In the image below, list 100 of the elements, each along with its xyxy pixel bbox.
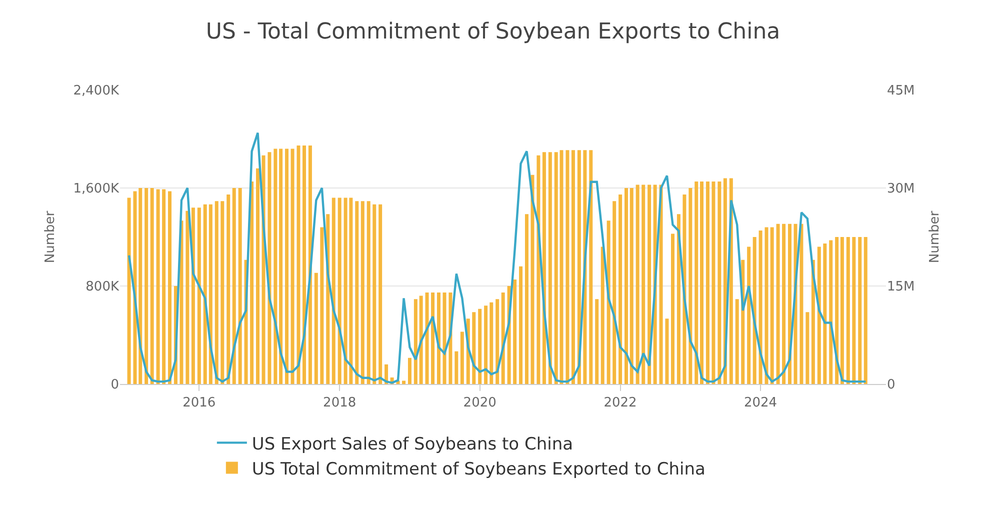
bar xyxy=(332,198,336,384)
bar xyxy=(764,227,768,384)
bar xyxy=(758,230,762,384)
bar xyxy=(770,227,774,384)
bar xyxy=(554,152,558,384)
bar xyxy=(747,246,751,384)
y-tick-label: 1,600K xyxy=(73,182,120,197)
legend-label: US Export Sales of Soybeans to China xyxy=(252,434,574,454)
y2-tick-label: 30M xyxy=(887,182,915,197)
bar xyxy=(496,299,500,384)
bar xyxy=(829,240,833,384)
bar xyxy=(817,246,821,384)
bar xyxy=(600,246,604,384)
bar xyxy=(642,184,646,384)
x-tick-label: 2020 xyxy=(463,396,496,411)
bar xyxy=(162,189,166,384)
x-tick-label: 2016 xyxy=(182,396,216,411)
bar xyxy=(290,148,294,384)
bar xyxy=(208,204,212,384)
bar xyxy=(338,198,342,384)
bar xyxy=(478,308,482,384)
x-tick-label: 2018 xyxy=(323,396,356,411)
bar xyxy=(431,292,435,384)
bar xyxy=(548,152,552,384)
bar xyxy=(256,168,260,384)
bar xyxy=(776,224,780,384)
y2-tick-label: 0 xyxy=(887,378,896,393)
bar xyxy=(127,198,131,384)
bar xyxy=(133,191,137,384)
bar xyxy=(203,204,207,384)
bar xyxy=(360,201,364,384)
bar xyxy=(577,150,581,384)
bar xyxy=(524,214,528,384)
bar xyxy=(274,148,278,384)
y-tick-label: 0 xyxy=(110,378,119,393)
bar xyxy=(314,272,318,384)
bar xyxy=(144,188,148,384)
bar xyxy=(823,244,827,384)
bar xyxy=(296,146,300,384)
x-tick-label: 2022 xyxy=(604,396,637,411)
bar xyxy=(589,150,593,384)
bar xyxy=(595,299,599,384)
bar xyxy=(858,237,862,384)
bar xyxy=(606,220,610,384)
chart-title: US - Total Commitment of Soybean Exports to China xyxy=(206,20,780,45)
y2-tick-label: 15M xyxy=(887,280,915,295)
bar xyxy=(648,184,652,384)
bar xyxy=(519,266,523,384)
bar xyxy=(454,351,458,384)
y-axis-title: Number xyxy=(43,210,58,264)
bar xyxy=(378,204,382,384)
bar xyxy=(718,181,722,384)
bar xyxy=(250,181,254,384)
bar xyxy=(268,152,272,384)
bar xyxy=(665,318,669,384)
bar xyxy=(806,312,810,384)
bar xyxy=(285,148,289,384)
bar xyxy=(840,237,844,384)
bar xyxy=(442,292,446,384)
bar xyxy=(835,237,839,384)
bar xyxy=(320,227,324,384)
bar xyxy=(612,201,616,384)
bar xyxy=(706,181,710,384)
bar xyxy=(138,188,142,384)
bar xyxy=(372,204,376,384)
bar xyxy=(414,299,418,384)
bar xyxy=(659,184,663,384)
y-tick-label: 800K xyxy=(86,280,120,295)
bar xyxy=(355,201,359,384)
bar xyxy=(220,201,224,384)
bar xyxy=(530,174,534,384)
line-series xyxy=(128,132,867,384)
bar xyxy=(864,237,868,384)
bar xyxy=(566,150,570,384)
bar xyxy=(630,188,634,384)
bar xyxy=(186,210,190,384)
bar xyxy=(852,237,856,384)
bar xyxy=(425,292,429,384)
bar xyxy=(408,358,412,384)
bar xyxy=(238,188,242,384)
bar xyxy=(214,201,218,384)
y2-axis-title: Number xyxy=(927,210,942,264)
bar xyxy=(156,189,160,384)
bar xyxy=(419,296,423,384)
bar xyxy=(490,302,494,384)
bar xyxy=(150,188,154,384)
bar xyxy=(735,299,739,384)
legend-label: US Total Commitment of Soybeans Exported to China xyxy=(252,459,706,480)
bar xyxy=(484,306,488,384)
bar xyxy=(302,146,306,384)
bar xyxy=(571,150,575,384)
bar xyxy=(436,292,440,384)
bar xyxy=(232,188,236,384)
bar xyxy=(700,181,704,384)
bar xyxy=(366,201,370,384)
bar xyxy=(460,332,464,384)
bar xyxy=(712,181,716,384)
bar xyxy=(676,214,680,384)
bar xyxy=(279,148,283,384)
bar xyxy=(670,234,674,384)
